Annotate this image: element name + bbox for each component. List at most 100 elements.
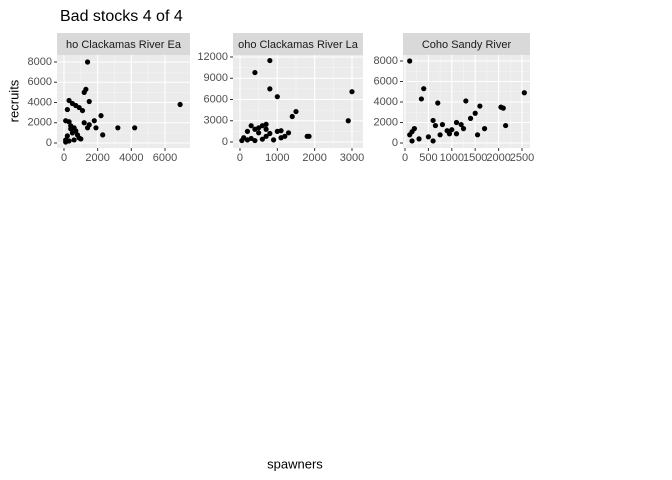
y-tick-label: 2000 bbox=[374, 116, 398, 128]
point bbox=[84, 59, 91, 65]
point bbox=[500, 105, 506, 111]
point bbox=[244, 128, 251, 134]
x-axis-label: spawners bbox=[267, 456, 323, 471]
point bbox=[453, 131, 460, 137]
strip-title: ho Clackamas River Ea bbox=[66, 39, 182, 51]
x-tick-label: 1000 bbox=[440, 152, 464, 164]
point bbox=[425, 134, 432, 140]
point bbox=[278, 135, 284, 141]
x-tick-label: 0 bbox=[61, 152, 67, 164]
x-tick-label: 2000 bbox=[85, 152, 109, 164]
y-tick-label: 6000 bbox=[374, 75, 398, 87]
y-tick-label: 6000 bbox=[28, 76, 52, 88]
x-tick-label: 1500 bbox=[463, 152, 487, 164]
point bbox=[521, 90, 527, 96]
point bbox=[472, 110, 478, 116]
point bbox=[409, 129, 415, 135]
point bbox=[467, 115, 474, 121]
point bbox=[239, 137, 245, 144]
strip-title: Coho Sandy River bbox=[422, 39, 512, 51]
point bbox=[69, 130, 76, 136]
point bbox=[481, 126, 488, 132]
point bbox=[460, 126, 467, 132]
x-tick-label: 500 bbox=[419, 152, 437, 164]
y-tick-label: 3000 bbox=[204, 115, 228, 127]
point bbox=[421, 86, 427, 92]
point bbox=[64, 106, 70, 113]
point bbox=[263, 121, 269, 127]
point bbox=[285, 130, 292, 136]
point bbox=[278, 128, 284, 134]
point bbox=[267, 130, 273, 137]
x-tick-label: 6000 bbox=[153, 152, 177, 164]
point bbox=[71, 137, 77, 143]
point bbox=[430, 117, 436, 124]
point bbox=[407, 58, 413, 64]
panel-background bbox=[57, 55, 190, 148]
point bbox=[66, 97, 72, 104]
x-tick-label: 2500 bbox=[510, 152, 534, 164]
y-tick-label: 6000 bbox=[204, 93, 228, 105]
x-tick-label: 1000 bbox=[265, 152, 289, 164]
point bbox=[349, 89, 355, 95]
point bbox=[100, 132, 106, 138]
point bbox=[79, 107, 86, 114]
y-tick-label: 9000 bbox=[204, 72, 228, 84]
y-tick-label: 8000 bbox=[374, 55, 398, 67]
y-tick-label: 12000 bbox=[197, 51, 228, 63]
x-tick-label: 2000 bbox=[486, 152, 510, 164]
strip-background bbox=[57, 33, 190, 55]
point bbox=[64, 133, 70, 139]
point bbox=[449, 127, 455, 133]
point bbox=[345, 118, 351, 124]
point bbox=[416, 136, 422, 142]
point bbox=[115, 125, 121, 131]
point bbox=[177, 101, 183, 108]
strip-background bbox=[403, 33, 530, 55]
point bbox=[66, 138, 72, 144]
strip-title: oho Clackamas River La bbox=[238, 39, 359, 51]
strip-background bbox=[233, 33, 363, 55]
point bbox=[78, 136, 84, 142]
point bbox=[259, 136, 265, 142]
point bbox=[474, 132, 481, 138]
y-tick-label: 4000 bbox=[28, 96, 52, 108]
y-tick-label: 0 bbox=[392, 137, 398, 149]
point bbox=[409, 138, 415, 144]
point bbox=[463, 98, 469, 104]
point bbox=[93, 125, 99, 131]
point bbox=[267, 86, 273, 92]
point bbox=[293, 108, 299, 115]
y-tick-label: 0 bbox=[222, 136, 228, 148]
point bbox=[252, 69, 258, 76]
point bbox=[84, 125, 91, 131]
point bbox=[274, 94, 280, 100]
point bbox=[267, 57, 273, 64]
y-tick-label: 8000 bbox=[28, 56, 52, 68]
x-tick-label: 0 bbox=[402, 152, 408, 164]
point bbox=[289, 113, 295, 120]
point bbox=[430, 138, 436, 144]
point bbox=[256, 130, 262, 136]
y-axis-label: recruits bbox=[6, 79, 21, 122]
point bbox=[66, 119, 72, 125]
x-tick-label: 4000 bbox=[119, 152, 143, 164]
point bbox=[248, 135, 254, 142]
chart-title: Bad stocks 4 of 4 bbox=[60, 8, 183, 25]
x-tick-label: 0 bbox=[237, 152, 243, 164]
y-tick-label: 2000 bbox=[28, 117, 52, 129]
point bbox=[68, 126, 74, 132]
point bbox=[503, 122, 509, 129]
point bbox=[76, 104, 82, 111]
point bbox=[263, 133, 269, 139]
point bbox=[435, 100, 441, 106]
point bbox=[446, 131, 453, 137]
point bbox=[132, 125, 138, 131]
point bbox=[248, 123, 254, 129]
point bbox=[437, 132, 443, 138]
point bbox=[453, 119, 460, 126]
point bbox=[418, 96, 424, 102]
point bbox=[86, 98, 92, 105]
